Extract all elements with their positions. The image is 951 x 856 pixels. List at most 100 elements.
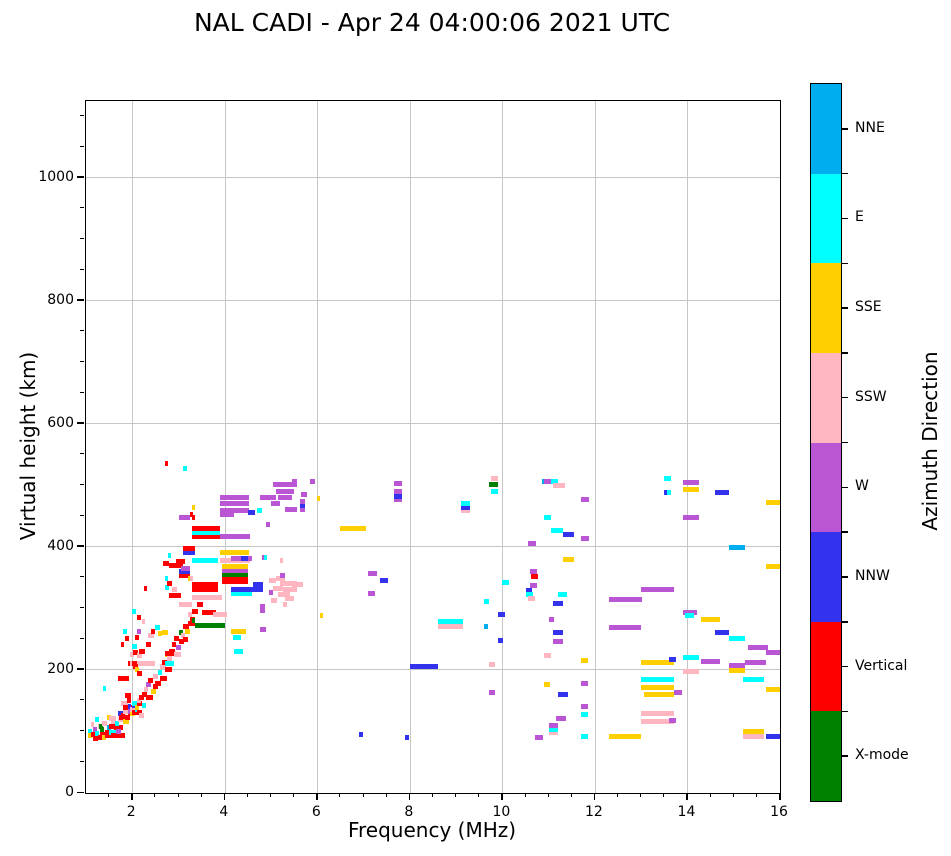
echo-point: [745, 660, 767, 666]
echo-point: [562, 532, 575, 538]
x-gridline: [132, 101, 134, 793]
echo-point: [114, 721, 120, 727]
colorbar-boundary-tick: [842, 352, 848, 354]
echo-point: [641, 710, 674, 716]
echo-point: [155, 625, 161, 631]
echo-point: [141, 702, 147, 708]
echo-point: [682, 669, 700, 675]
echo-point: [197, 602, 203, 608]
echo-point: [164, 666, 172, 672]
echo-point: [393, 480, 402, 486]
y-minor-tick: [80, 114, 84, 116]
echo-point: [557, 691, 569, 697]
x-tick-label: 12: [585, 804, 603, 820]
echo-point: [530, 582, 538, 588]
y-minor-tick: [80, 391, 84, 393]
echo-point: [581, 734, 588, 740]
echo-point: [120, 713, 126, 719]
echo-point: [148, 633, 154, 639]
echo-point: [544, 515, 551, 521]
echo-point: [180, 633, 186, 639]
colorbar-segment-w: [811, 442, 841, 533]
echo-point: [766, 649, 780, 655]
echo-point: [164, 575, 168, 581]
colorbar-boundary-tick: [842, 172, 848, 175]
echo-point: [766, 564, 780, 570]
echo-point: [299, 499, 306, 505]
echo-point: [178, 572, 191, 578]
echo-point: [102, 721, 107, 727]
echo-point: [133, 663, 138, 669]
echo-point: [136, 697, 141, 703]
echo-point: [252, 587, 263, 593]
echo-point: [553, 639, 564, 645]
colorbar-label-ssw: SSW: [855, 388, 887, 405]
echo-point: [317, 495, 321, 501]
echo-point: [190, 575, 194, 581]
colorbar-segment-nne: [811, 84, 841, 174]
echo-point: [766, 687, 780, 693]
echo-point: [178, 630, 184, 636]
echo-point: [150, 688, 157, 694]
echo-point: [109, 729, 117, 735]
echo-point: [490, 475, 498, 481]
echo-point: [92, 726, 97, 732]
x-tick-label: 4: [219, 804, 229, 820]
echo-point: [548, 722, 558, 728]
echo-point: [247, 510, 255, 516]
echo-point: [682, 486, 700, 492]
echo-point: [553, 630, 564, 636]
echo-point: [252, 582, 263, 588]
echo-point: [192, 525, 221, 531]
echo-point: [608, 734, 642, 740]
echo-point: [673, 689, 682, 695]
echo-point: [148, 678, 154, 684]
echo-point: [715, 489, 730, 495]
echo-point: [275, 488, 295, 494]
echo-point: [271, 598, 277, 604]
echo-point: [192, 582, 218, 588]
echo-point: [608, 625, 642, 631]
echo-point: [118, 676, 129, 682]
echo-point: [99, 727, 104, 733]
colorbar-segment-vertical: [811, 621, 841, 712]
echo-point: [95, 717, 99, 723]
colorbar-label-x-mode: X-mode: [855, 747, 909, 764]
echo-point: [550, 527, 563, 533]
echo-point: [666, 490, 672, 496]
colorbar-boundary-tick: [842, 621, 848, 623]
echo-point: [192, 515, 196, 521]
x-gridline: [409, 101, 411, 793]
colorbar-label-nne: NNE: [855, 119, 885, 136]
echo-point: [682, 515, 700, 521]
echo-point: [169, 660, 174, 666]
echo-point: [95, 730, 99, 736]
echo-point: [526, 591, 534, 597]
colorbar-label-vertical: Vertical: [855, 657, 908, 674]
y-major-tick: [77, 422, 84, 424]
y-minor-tick: [80, 576, 84, 578]
y-minor-tick: [80, 483, 84, 485]
x-major-tick: [593, 793, 596, 800]
y-tick-label: 800: [47, 291, 74, 308]
echo-point: [742, 729, 764, 735]
x-major-tick: [223, 793, 226, 800]
colorbar-segment-x-mode: [811, 711, 841, 801]
echo-point: [90, 731, 96, 737]
echo-point: [192, 529, 221, 535]
echo-point: [167, 553, 171, 559]
echo-point: [271, 500, 281, 506]
colorbar-segment-e: [811, 173, 841, 264]
echo-point: [489, 482, 498, 488]
y-minor-tick: [80, 360, 84, 362]
echo-point: [102, 735, 106, 741]
echo-point: [460, 500, 470, 506]
echo-point: [490, 488, 498, 494]
y-minor-tick: [80, 637, 84, 639]
echo-point: [729, 667, 746, 673]
echo-point: [163, 560, 169, 566]
echo-point: [109, 716, 117, 722]
echo-point: [562, 556, 575, 562]
echo-point: [129, 651, 134, 657]
